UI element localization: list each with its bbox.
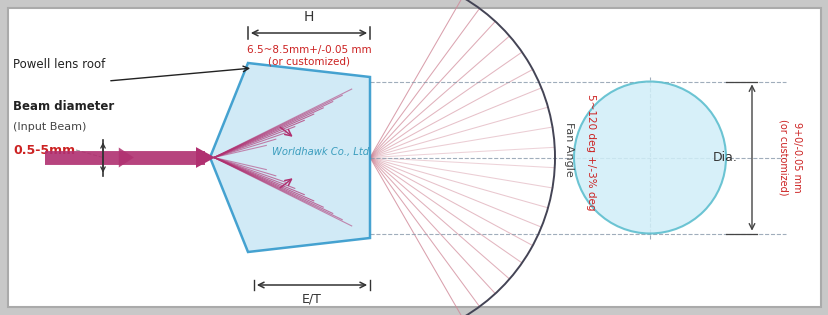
Text: 5~120 deg +/-3% deg: 5~120 deg +/-3% deg: [585, 94, 595, 211]
Polygon shape: [209, 63, 369, 252]
Text: Dia.: Dia.: [712, 151, 737, 164]
Text: Powell lens roof: Powell lens roof: [13, 59, 105, 72]
Text: Beam diameter: Beam diameter: [13, 100, 114, 113]
Text: Fan Angle: Fan Angle: [563, 122, 573, 177]
Text: E/T: E/T: [301, 292, 321, 305]
Text: (Input Beam): (Input Beam): [13, 122, 86, 132]
Text: 0.5-5mm: 0.5-5mm: [13, 144, 75, 157]
Text: 9+0/-0.05 mm
(or customized): 9+0/-0.05 mm (or customized): [777, 119, 801, 196]
Polygon shape: [118, 147, 133, 168]
Text: Worldhawk Co., Ltd: Worldhawk Co., Ltd: [272, 147, 369, 158]
Circle shape: [573, 82, 725, 233]
Text: H: H: [303, 10, 314, 24]
FancyBboxPatch shape: [8, 8, 820, 307]
Text: 6.5~8.5mm+/-0.05 mm
(or customized): 6.5~8.5mm+/-0.05 mm (or customized): [247, 45, 371, 66]
Polygon shape: [195, 147, 214, 168]
